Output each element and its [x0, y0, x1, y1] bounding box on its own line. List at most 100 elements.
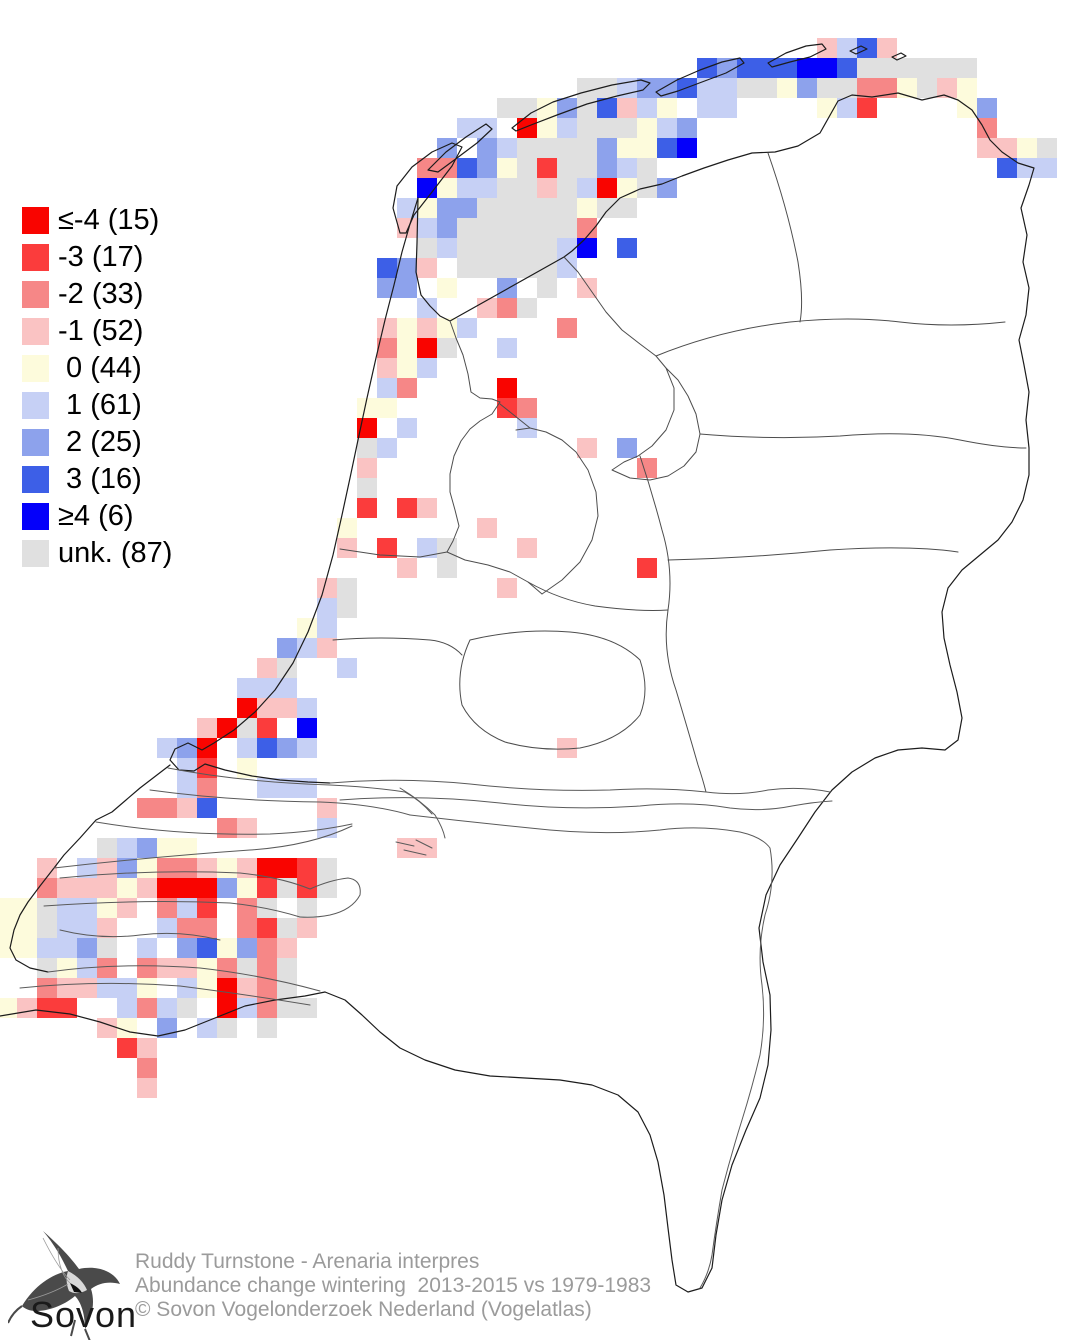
map-caption: Ruddy Turnstone - Arenaria interpres Abu… [135, 1250, 651, 1322]
legend-row-unk.: unk. (87) [22, 535, 172, 572]
grid-cell [417, 498, 437, 518]
legend-swatch-3 [22, 466, 49, 493]
grid-cell [497, 138, 517, 158]
grid-cell [597, 158, 617, 178]
grid-cell [517, 118, 537, 138]
grid-cell [57, 898, 77, 918]
grid-cell [557, 118, 577, 138]
grid-cell [337, 578, 357, 598]
grid-cell [617, 238, 637, 258]
maas-river [409, 814, 773, 1289]
grid-cell [537, 278, 557, 298]
grid-cell [937, 78, 957, 98]
grid-cell [237, 998, 257, 1018]
grid-cell [637, 558, 657, 578]
grid-cell [457, 318, 477, 338]
grid-cell [417, 298, 437, 318]
grid-cell [197, 718, 217, 738]
grid-cell [197, 858, 217, 878]
grid-cell [197, 878, 217, 898]
map-rivers-layer [19, 767, 833, 1289]
grid-cell [57, 878, 77, 898]
legend-swatch--3 [22, 244, 49, 271]
grid-cell [577, 438, 597, 458]
grid-cell [357, 478, 377, 498]
grid-cell [837, 38, 857, 58]
north-east-border-outline [324, 92, 1035, 1293]
grid-cell [377, 398, 397, 418]
grid-cell [377, 258, 397, 278]
grevelingen-south [53, 825, 353, 869]
friesland-groningen-border [767, 152, 803, 323]
grid-cell [157, 738, 177, 758]
grid-cell [937, 58, 957, 78]
grid-cell [977, 98, 997, 118]
grid-cell [297, 738, 317, 758]
grid-cell [117, 978, 137, 998]
legend-swatch-≤-4 [22, 207, 49, 234]
map-outline-layer [0, 43, 1035, 1293]
grid-cell [177, 838, 197, 858]
grid-cell [437, 218, 457, 238]
grid-cell [237, 978, 257, 998]
grid-cell [437, 558, 457, 578]
legend-row--1: -1 (52) [22, 313, 172, 350]
grid-cell [557, 138, 577, 158]
grid-cell [297, 698, 317, 718]
grid-cell [117, 998, 137, 1018]
grid-cell [297, 718, 317, 738]
grid-cell [197, 958, 217, 978]
grid-cell [397, 838, 417, 858]
grid-cell [537, 118, 557, 138]
legend-swatch-0 [22, 355, 49, 382]
utrecht-border [459, 630, 646, 750]
grid-cell [457, 258, 477, 278]
grid-cell [557, 98, 577, 118]
grid-cell [477, 158, 497, 178]
haringvliet-south [149, 789, 411, 816]
belgian-border-outline [0, 991, 326, 1037]
grid-cell [197, 978, 217, 998]
grid-cell [297, 778, 317, 798]
grid-cell [317, 618, 337, 638]
grid-cell [437, 158, 457, 178]
grid-cell [897, 58, 917, 78]
grid-cell [37, 998, 57, 1018]
legend-row--2: -2 (33) [22, 276, 172, 313]
grid-cell [377, 318, 397, 338]
grid-cell [1037, 138, 1057, 158]
grid-cell [517, 138, 537, 158]
grid-cell [317, 638, 337, 658]
grid-cell [477, 198, 497, 218]
grid-cell [277, 658, 297, 678]
grid-cell [237, 678, 257, 698]
grid-cell [617, 158, 637, 178]
grid-cell [217, 878, 237, 898]
grid-cell [577, 138, 597, 158]
grid-cell [437, 278, 457, 298]
grid-cell [657, 98, 677, 118]
grid-cell [217, 958, 237, 978]
grid-cell [617, 98, 637, 118]
grid-cell [77, 918, 97, 938]
grid-cell [177, 998, 197, 1018]
grid-cell [877, 38, 897, 58]
grid-cell [597, 138, 617, 158]
grid-cell [437, 198, 457, 218]
grid-cell [297, 898, 317, 918]
grid-cell [897, 78, 917, 98]
terschelling-island-outline [511, 79, 651, 132]
grid-cell [137, 958, 157, 978]
grid-cell [277, 958, 297, 978]
species-title: Ruddy Turnstone - Arenaria interpres [135, 1250, 480, 1273]
grid-cell [557, 218, 577, 238]
texel-island-outline [392, 142, 463, 234]
grid-cell [97, 898, 117, 918]
grid-cell [517, 98, 537, 118]
grid-cell [537, 258, 557, 278]
grid-cell [537, 138, 557, 158]
grid-cell [957, 78, 977, 98]
grid-cell [397, 258, 417, 278]
grid-cell [597, 198, 617, 218]
grid-cell [857, 78, 877, 98]
